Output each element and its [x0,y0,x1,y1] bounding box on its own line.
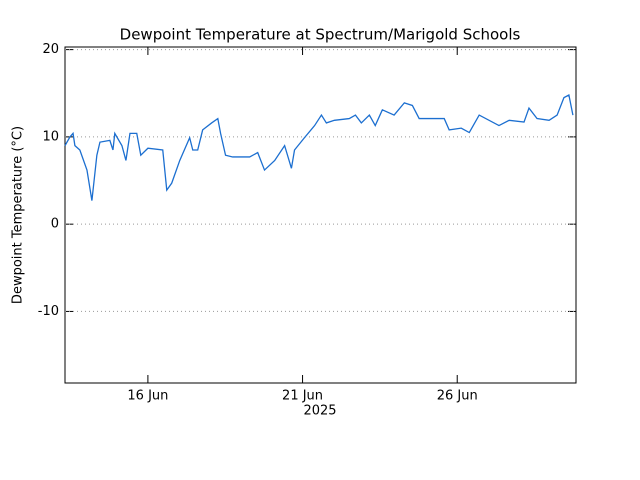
y-tick-label: 20 [42,42,59,57]
x-tick-label: 26 Jun [437,389,478,404]
y-tick-label: 10 [42,129,59,144]
y-tick-label: 0 [51,217,59,232]
x-tick-label: 16 Jun [127,389,168,404]
x-axis-label: 2025 [303,404,336,419]
y-axis-label: Dewpoint Temperature (°C) [11,126,26,304]
chart-title: Dewpoint Temperature at Spectrum/Marigol… [120,26,521,44]
y-tick-label: -10 [38,304,59,319]
x-tick-label: 21 Jun [282,389,323,404]
plot-frame [64,46,577,384]
data-line [64,94,574,201]
